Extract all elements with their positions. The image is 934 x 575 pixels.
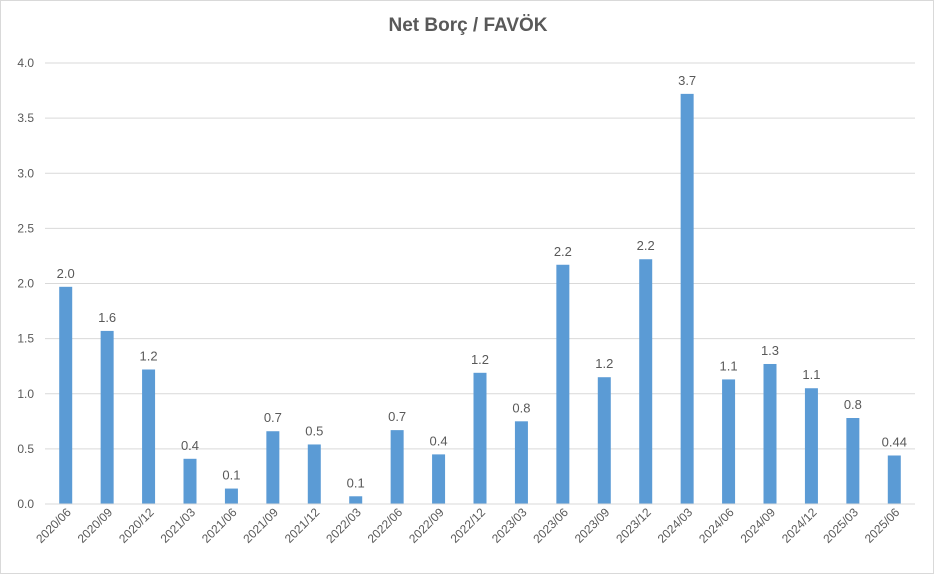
data-labels: 2.0 1.6 1.2 0.4 0.1 0.7 0.5 0.1 0.7 0.4 1.2 0.8 2.2 1… bbox=[57, 73, 907, 490]
bar bbox=[307, 444, 321, 504]
bar bbox=[473, 372, 487, 504]
bar bbox=[846, 418, 860, 504]
data-label: 0.8 bbox=[844, 397, 862, 412]
bar bbox=[680, 93, 694, 505]
data-label: 1.2 bbox=[471, 352, 489, 367]
x-tick-label: 2024/06 bbox=[696, 505, 737, 546]
x-tick-label: 2023/03 bbox=[489, 505, 530, 546]
data-label: 0.7 bbox=[264, 410, 282, 425]
x-tick-label: 2023/09 bbox=[572, 505, 613, 546]
bar bbox=[514, 421, 528, 504]
data-label: 0.1 bbox=[347, 475, 365, 490]
data-label: 0.1 bbox=[222, 468, 240, 483]
x-tick-label: 2024/03 bbox=[655, 505, 696, 546]
data-label: 1.6 bbox=[98, 310, 116, 325]
x-tick-label: 2025/06 bbox=[862, 505, 903, 546]
bar bbox=[100, 330, 114, 504]
bar bbox=[59, 286, 73, 504]
y-tick-label: 2.5 bbox=[17, 221, 34, 235]
x-tick-label: 2020/12 bbox=[116, 505, 157, 546]
bar bbox=[597, 377, 611, 504]
data-label: 3.7 bbox=[678, 73, 696, 88]
x-tick-label: 2024/12 bbox=[779, 505, 820, 546]
x-tick-label: 2021/03 bbox=[158, 505, 199, 546]
data-label: 0.5 bbox=[305, 423, 323, 438]
bar bbox=[887, 455, 901, 504]
bar bbox=[432, 454, 446, 504]
data-label: 2.2 bbox=[554, 244, 572, 259]
x-tick-label: 2022/03 bbox=[323, 505, 364, 546]
data-label: 1.3 bbox=[761, 343, 779, 358]
bar bbox=[266, 431, 280, 504]
bar bbox=[722, 379, 736, 504]
y-tick-label: 0.0 bbox=[17, 497, 34, 511]
bars bbox=[59, 93, 901, 505]
data-label: 2.0 bbox=[57, 266, 75, 281]
data-label: 1.2 bbox=[140, 348, 158, 363]
data-label: 2.2 bbox=[637, 238, 655, 253]
x-tick-label: 2023/12 bbox=[613, 505, 654, 546]
chart-title: Net Borç / FAVÖK bbox=[388, 15, 548, 36]
x-tick-label: 2025/03 bbox=[820, 505, 861, 546]
data-label: 0.4 bbox=[181, 438, 199, 453]
y-tick-label: 3.0 bbox=[17, 166, 34, 180]
bar bbox=[804, 388, 818, 504]
y-tick-label: 3.5 bbox=[17, 111, 34, 125]
x-tick-label: 2022/12 bbox=[448, 505, 489, 546]
x-tick-label: 2020/06 bbox=[33, 505, 74, 546]
data-label: 1.2 bbox=[595, 356, 613, 371]
bar bbox=[639, 259, 653, 504]
x-tick-label: 2021/12 bbox=[282, 505, 323, 546]
x-tick-label: 2021/09 bbox=[240, 505, 281, 546]
x-axis: 2020/06 2020/09 2020/12 2021/03 2021/06 2021/… bbox=[33, 503, 915, 546]
x-tick-label: 2023/06 bbox=[530, 505, 571, 546]
bar bbox=[183, 458, 197, 504]
x-tick-label: 2022/09 bbox=[406, 505, 447, 546]
y-tick-label: 1.0 bbox=[17, 387, 34, 401]
x-tick-label: 2021/06 bbox=[199, 505, 240, 546]
data-label: 0.8 bbox=[512, 400, 530, 415]
data-label: 0.44 bbox=[882, 434, 907, 449]
data-label: 1.1 bbox=[802, 367, 820, 382]
y-tick-label: 1.5 bbox=[17, 332, 34, 346]
bar bbox=[390, 430, 404, 504]
x-tick-label: 2022/06 bbox=[365, 505, 406, 546]
bar bbox=[556, 264, 570, 504]
bar bbox=[142, 369, 156, 504]
y-axis: 0.0 0.5 1.0 1.5 2.0 2.5 3.0 3.5 4.0 bbox=[17, 56, 34, 511]
x-tick-label: 2024/09 bbox=[738, 505, 779, 546]
y-tick-label: 4.0 bbox=[17, 56, 34, 70]
data-label: 0.7 bbox=[388, 409, 406, 424]
data-label: 1.1 bbox=[720, 358, 738, 373]
x-tick-label: 2020/09 bbox=[75, 505, 116, 546]
y-tick-label: 0.5 bbox=[17, 442, 34, 456]
bar bbox=[349, 496, 363, 504]
data-label: 0.4 bbox=[430, 433, 448, 448]
bar bbox=[763, 363, 777, 504]
bar bbox=[224, 488, 238, 504]
y-tick-label: 2.0 bbox=[17, 277, 34, 291]
